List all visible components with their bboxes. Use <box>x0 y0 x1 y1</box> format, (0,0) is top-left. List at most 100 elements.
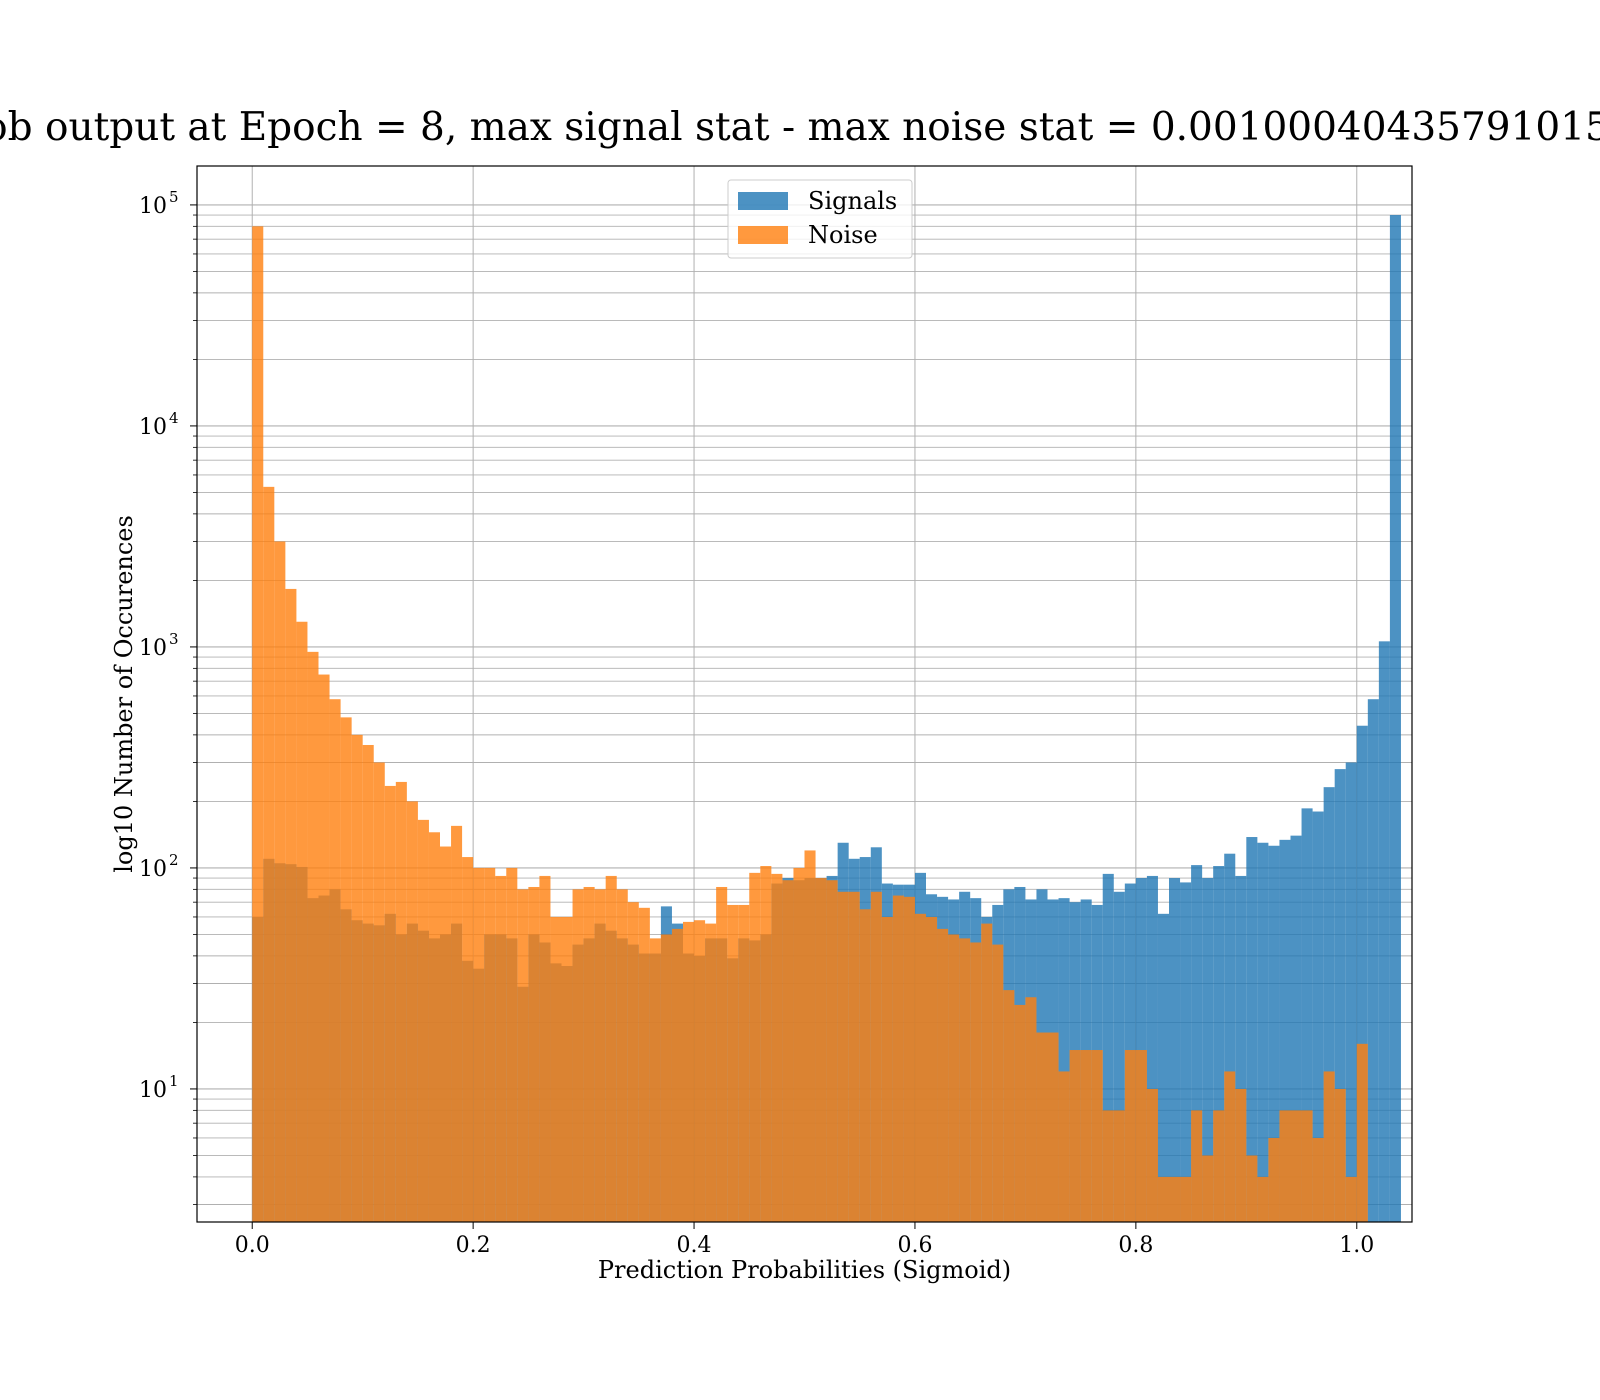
noise-bar <box>1025 997 1037 1222</box>
noise-bar <box>451 825 463 1222</box>
legend-swatch-noise <box>738 226 788 244</box>
noise-bar <box>1135 1050 1147 1222</box>
noise-bar <box>760 866 772 1222</box>
signals-bar <box>1213 866 1225 1222</box>
noise-bar <box>738 904 750 1222</box>
signals-bar <box>1378 641 1390 1222</box>
noise-bar <box>572 889 584 1222</box>
noise-bar <box>1180 1176 1192 1222</box>
noise-bar <box>937 928 949 1222</box>
noise-bar <box>848 891 860 1222</box>
noise-bar <box>561 916 573 1222</box>
y-tick-exponent: 2 <box>169 851 179 869</box>
noise-bar <box>506 867 518 1222</box>
noise-bar <box>1014 1004 1026 1222</box>
noise-bar <box>1279 1110 1291 1222</box>
noise-bar <box>837 891 849 1222</box>
signals-bar <box>1356 725 1368 1222</box>
x-tick-label: 0.2 <box>456 1233 491 1258</box>
noise-bar <box>749 872 761 1222</box>
signals-bar <box>1169 878 1181 1222</box>
signals-bar <box>1367 699 1379 1222</box>
y-tick-exponent: 5 <box>169 188 179 206</box>
y-tick-exponent: 3 <box>169 630 179 648</box>
noise-bar <box>1113 1110 1125 1222</box>
signals-bar <box>1191 865 1203 1222</box>
noise-bar <box>1334 1088 1346 1222</box>
x-tick-label: 0.8 <box>1118 1233 1153 1258</box>
noise-bar <box>638 907 650 1222</box>
noise-bar <box>1246 1155 1258 1222</box>
noise-bar <box>395 781 407 1222</box>
signals-bar <box>1235 875 1247 1222</box>
noise-bar <box>705 923 717 1222</box>
signals-bar <box>1268 845 1280 1222</box>
noise-bar <box>1345 1176 1357 1222</box>
noise-bar <box>1213 1110 1225 1222</box>
noise-bar <box>1268 1137 1280 1222</box>
legend-label-signals: Signals <box>808 187 897 215</box>
y-tick-label: 10 <box>139 636 167 661</box>
noise-bar <box>329 699 341 1222</box>
y-tick-label: 10 <box>139 194 167 219</box>
noise-bar <box>528 886 540 1222</box>
noise-bar <box>1323 1071 1335 1222</box>
noise-bar <box>594 889 606 1222</box>
noise-bar <box>959 938 971 1222</box>
y-tick-label: 10 <box>139 415 167 440</box>
plot-frame <box>196 165 1413 1223</box>
noise-bar <box>771 873 783 1222</box>
signals-bar <box>1058 898 1070 1222</box>
noise-bar <box>296 621 308 1222</box>
noise-bar <box>1169 1176 1181 1222</box>
noise-bar <box>384 785 396 1222</box>
noise-bar <box>649 938 661 1222</box>
noise-bar <box>826 880 838 1222</box>
noise-bar <box>627 902 639 1222</box>
x-tick-label: 1.0 <box>1339 1233 1374 1258</box>
noise-bar <box>318 674 330 1222</box>
noise-bar <box>1047 1032 1059 1222</box>
y-tick-label: 10 <box>139 1078 167 1103</box>
noise-bar <box>351 734 363 1222</box>
y-tick-exponent: 4 <box>169 409 179 427</box>
noise-bar <box>440 846 452 1222</box>
noise-bar <box>340 717 352 1222</box>
noise-bar <box>1091 1050 1103 1222</box>
noise-bars <box>252 226 1368 1223</box>
noise-bar <box>881 916 893 1222</box>
chart-title: prob output at Epoch = 8, max signal sta… <box>0 105 1600 150</box>
noise-bar <box>417 819 429 1222</box>
signals-bar <box>1389 215 1401 1222</box>
noise-bar <box>793 867 805 1222</box>
noise-bar <box>859 909 871 1222</box>
signals-bar <box>1290 835 1302 1222</box>
noise-bar <box>992 944 1004 1222</box>
noise-bar <box>1257 1176 1269 1222</box>
noise-bar <box>263 486 275 1223</box>
noise-bar <box>406 801 418 1222</box>
noise-bar <box>428 832 440 1222</box>
signals-bar <box>1246 837 1258 1222</box>
noise-bar <box>694 920 706 1222</box>
noise-bar <box>1301 1110 1313 1222</box>
signals-bar <box>1279 839 1291 1222</box>
noise-bar <box>1157 1176 1169 1222</box>
noise-bar <box>1146 1088 1158 1222</box>
legend: Signals Noise <box>727 179 913 259</box>
y-tick-exponent: 1 <box>169 1072 179 1090</box>
signals-bar <box>1113 891 1125 1222</box>
noise-bar <box>274 541 286 1222</box>
noise-bar <box>1290 1110 1302 1222</box>
noise-bar <box>484 867 496 1222</box>
x-tick-label: 0.6 <box>897 1233 932 1258</box>
noise-bar <box>903 896 915 1222</box>
y-axis-label: log10 Number of Occurences <box>110 515 138 873</box>
noise-bar <box>1356 1043 1368 1222</box>
signals-bar <box>1202 878 1214 1222</box>
noise-bar <box>605 875 617 1222</box>
noise-bar <box>539 875 551 1222</box>
x-axis-label: Prediction Probabilities (Sigmoid) <box>598 1256 1011 1284</box>
noise-bar <box>914 913 926 1222</box>
